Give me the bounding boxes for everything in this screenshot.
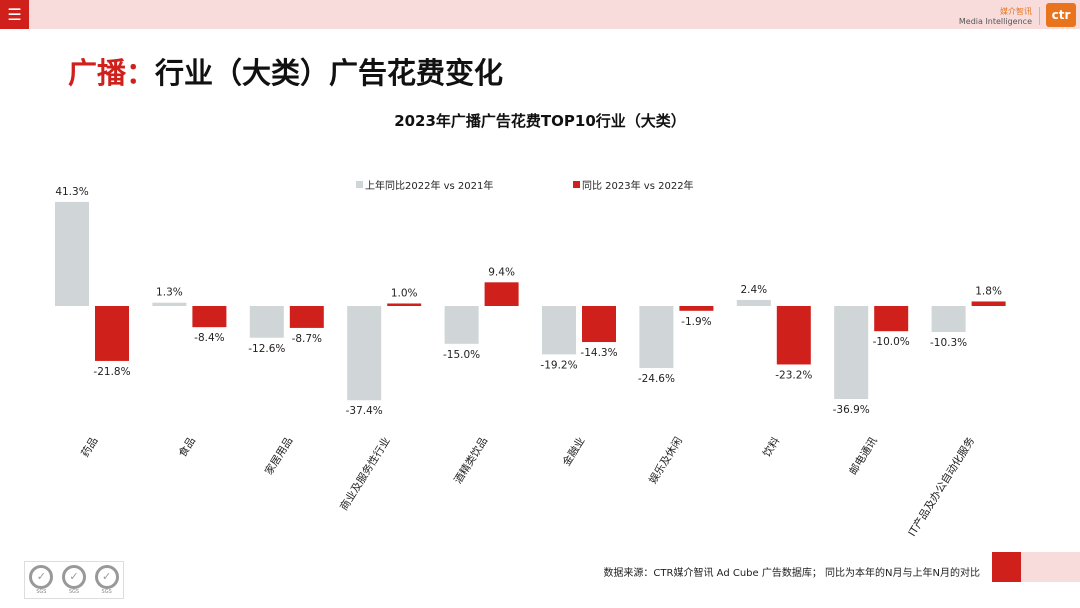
top-bar: ☰ 媒介智讯 Media Intelligence ctr — [0, 0, 1080, 29]
legend-label: 上年同比2022年 vs 2021年 — [365, 179, 493, 192]
title-rest: 行业（大类）广告花费变化 — [155, 56, 504, 90]
category-label: 饮料 — [760, 434, 782, 459]
data-label: 1.0% — [391, 287, 418, 299]
category-label: 药品 — [79, 435, 100, 459]
bar — [776, 306, 811, 365]
bar — [931, 306, 966, 332]
bar — [347, 306, 382, 401]
category-label: 食品 — [176, 435, 198, 460]
bar — [249, 306, 284, 338]
bar — [192, 306, 227, 328]
data-label: -12.6% — [248, 343, 285, 355]
divider — [1039, 7, 1040, 25]
category-label: IT产品及办公自动化服务 — [905, 434, 977, 538]
data-label: -10.0% — [873, 336, 910, 348]
legend-swatch — [356, 181, 363, 188]
legend-label: 同比 2023年 vs 2022年 — [582, 179, 694, 192]
sgs-badge-icon: ✓ — [94, 565, 119, 589]
data-source-note: 数据来源：CTR媒介智讯 Ad Cube 广告数据库； 同比为本年的N月与上年N… — [603, 568, 980, 579]
bar — [484, 282, 519, 306]
bar — [582, 306, 616, 343]
sgs-badge: ✓ SGS — [61, 565, 86, 595]
legend-swatch — [573, 181, 580, 188]
bar — [874, 306, 909, 332]
category-label: 金融业 — [560, 435, 588, 469]
data-label: -36.9% — [833, 404, 870, 416]
hamburger-icon[interactable]: ☰ — [0, 0, 29, 29]
category-label: 家居用品 — [262, 435, 295, 478]
bar — [289, 306, 324, 328]
data-label: -10.3% — [930, 337, 967, 349]
data-label: 9.4% — [488, 266, 515, 278]
footer-red-block — [992, 552, 1021, 582]
bar — [679, 306, 714, 311]
bar — [542, 306, 576, 355]
data-label: -24.6% — [638, 373, 675, 385]
data-label: -19.2% — [540, 359, 577, 371]
sgs-badge: ✓ SGS — [94, 565, 119, 595]
sgs-badge-icon: ✓ — [29, 565, 54, 589]
data-label: 41.3% — [55, 186, 88, 198]
bar — [152, 302, 187, 306]
bar — [971, 301, 1006, 306]
sgs-certification-logos: ✓ SGS ✓ SGS ✓ SGS — [24, 561, 124, 599]
bar — [444, 306, 479, 344]
category-label: 娱乐及休闲 — [646, 435, 685, 486]
data-label: -8.7% — [292, 333, 322, 345]
sgs-label: SGS — [68, 589, 80, 595]
category-label: 酒精类饮品 — [451, 435, 490, 486]
data-label: 2.4% — [740, 284, 767, 296]
bar — [387, 303, 422, 306]
category-label: 邮电通讯 — [846, 434, 880, 477]
footer-pink-block — [1021, 552, 1080, 582]
bar — [95, 306, 129, 361]
sgs-label: SGS — [36, 589, 47, 595]
sgs-label: SGS — [101, 589, 112, 595]
data-label: -23.2% — [775, 369, 812, 381]
data-label: -37.4% — [346, 405, 383, 417]
bar — [834, 306, 869, 399]
ctr-logo: ctr — [1046, 3, 1076, 27]
brand-en: Media Intelligence — [958, 17, 1032, 26]
bar — [55, 201, 89, 306]
bar — [736, 299, 771, 306]
brand-text: 媒介智讯 Media Intelligence — [959, 7, 1032, 27]
data-label: -1.9% — [681, 316, 711, 328]
page-title: 广播：行业（大类）广告花费变化 — [68, 50, 503, 92]
data-label: -21.8% — [93, 366, 130, 378]
data-label: -14.3% — [580, 347, 617, 359]
bar — [639, 306, 674, 368]
data-label: 1.8% — [975, 285, 1002, 297]
sgs-badge-icon: ✓ — [61, 565, 86, 589]
category-label: 商业及服务性行业 — [337, 435, 393, 513]
data-label: -8.4% — [194, 332, 224, 344]
data-label: -15.0% — [443, 349, 480, 361]
sgs-badge: ✓ SGS — [29, 565, 54, 595]
brand-cn: 媒介智讯 — [1000, 7, 1032, 16]
chart-title: 2023年广播广告花费TOP10行业（大类） — [394, 112, 686, 130]
data-label: 1.3% — [156, 287, 183, 299]
title-highlight: 广播： — [68, 56, 156, 90]
